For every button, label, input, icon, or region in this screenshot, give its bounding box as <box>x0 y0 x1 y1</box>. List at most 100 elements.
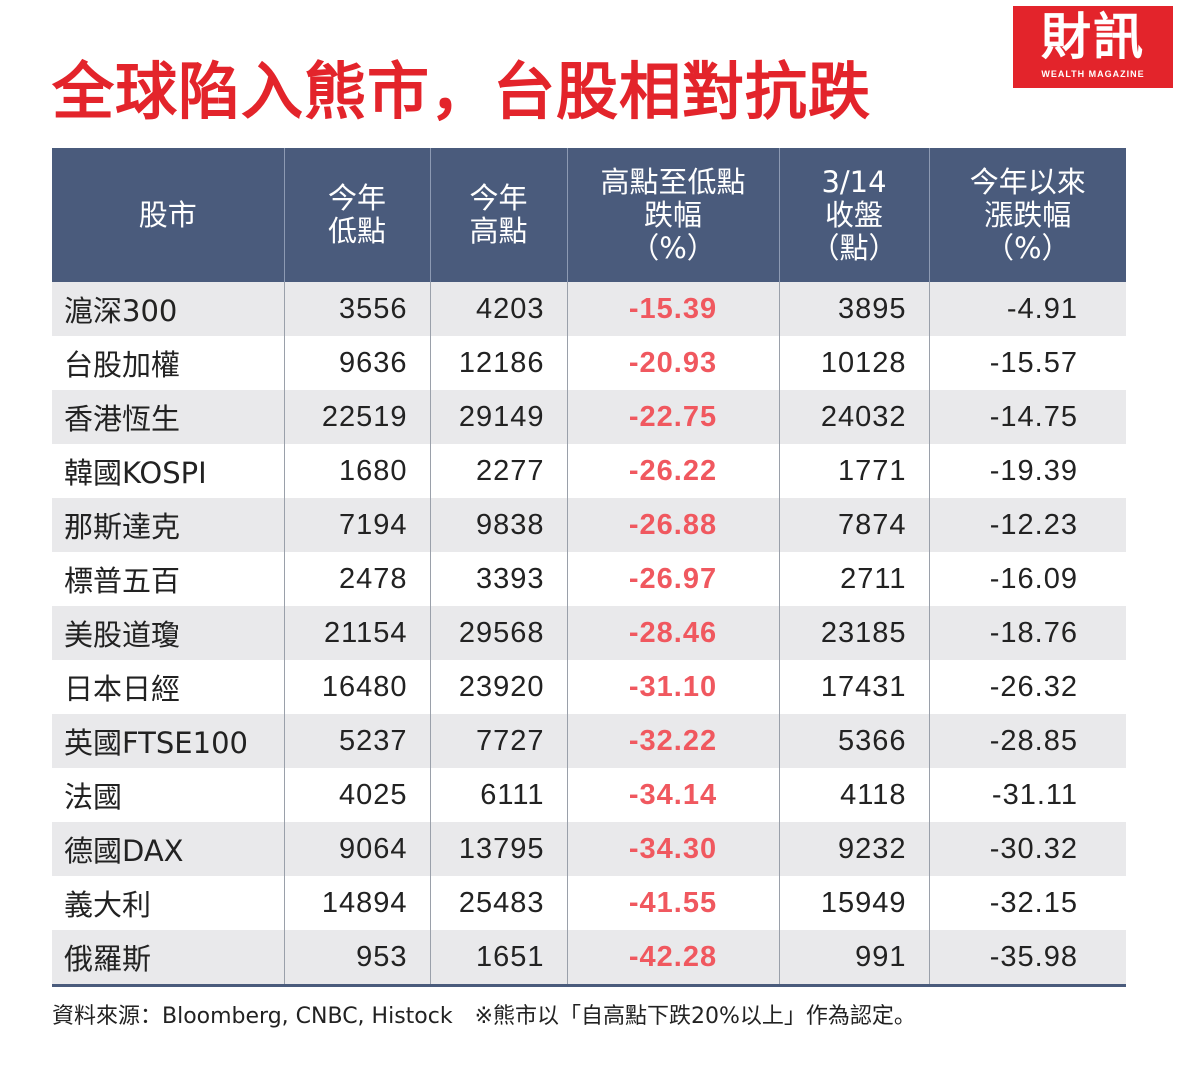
header-line: 今年 <box>327 181 386 215</box>
cell-low: 9636 <box>283 336 430 390</box>
header-line: 跌幅 <box>643 197 702 232</box>
cell-drop: -26.22 <box>566 444 779 498</box>
header-line: （%） <box>984 230 1071 265</box>
cell-high: 9838 <box>429 498 567 552</box>
cell-high: 2277 <box>429 444 567 498</box>
cell-ytd: -35.98 <box>928 930 1126 987</box>
header-line: 股市 <box>138 197 197 232</box>
cell-close: 5366 <box>778 714 929 768</box>
cell-market: 香港恆生 <box>52 390 284 444</box>
cell-market: 德國DAX <box>52 822 284 876</box>
table-row: 台股加權 9636 12186 -20.93 10128 -15.57 <box>52 336 1126 390</box>
cell-ytd: -19.39 <box>928 444 1126 498</box>
cell-low: 14894 <box>283 876 430 930</box>
table-row: 滬深300 3556 4203 -15.39 3895 -4.91 <box>52 282 1126 336</box>
cell-market: 台股加權 <box>64 348 181 382</box>
table-body: 滬深300 3556 4203 -15.39 3895 -4.91 台股加權 9636 1218… <box>52 282 1126 987</box>
cell-market: 標普五百 <box>64 564 181 598</box>
table-header-row: 股市 今年 低點 今年 高點 高點至低點 跌幅 （%） 3/14 收盤 （點） … <box>52 148 1126 282</box>
cell-ytd: -32.15 <box>928 876 1126 930</box>
cell-high: 25483 <box>429 876 567 930</box>
cell-drop: -28.46 <box>566 606 779 660</box>
cell-low: 2478 <box>283 552 430 606</box>
cell-drop: -22.75 <box>566 390 779 444</box>
header-line: 今年 <box>469 181 528 215</box>
footer-note: 資料來源：Bloomberg, CNBC, Histock ※熊市以「自高點下跌2… <box>52 998 916 1030</box>
cell-low: 4025 <box>283 768 430 822</box>
cell-drop: -26.88 <box>566 498 779 552</box>
market-table: 股市 今年 低點 今年 高點 高點至低點 跌幅 （%） 3/14 收盤 （點） … <box>52 148 1126 987</box>
cell-close: 3895 <box>778 282 929 336</box>
cell-low: 16480 <box>283 660 430 714</box>
header-line: （%） <box>630 230 716 265</box>
cell-market: 那斯達克 <box>52 498 284 552</box>
cell-high: 1651 <box>429 930 567 987</box>
table-row: 標普五百 2478 3393 -26.97 2711 -16.09 <box>52 552 1126 606</box>
header-line: 今年以來 <box>969 164 1086 199</box>
cell-drop: -42.28 <box>566 930 779 987</box>
header-line: 漲跌幅 <box>984 197 1072 232</box>
cell-low: 3556 <box>283 282 430 336</box>
cell-market: 義大利 <box>64 888 152 922</box>
table-row: 義大利 14894 25483 -41.55 15949 -32.15 <box>52 876 1126 930</box>
cell-ytd: -16.09 <box>928 552 1126 606</box>
cell-drop: -34.30 <box>566 822 779 876</box>
cell-low: 1680 <box>283 444 430 498</box>
cell-ytd: -30.32 <box>928 822 1126 876</box>
cell-market: 滬深300 <box>52 282 284 336</box>
table-row: 美股道瓊 21154 29568 -28.46 23185 -18.76 <box>52 606 1126 660</box>
table-row: 德國DAX 9064 13795 -34.30 9232 -30.32 <box>52 822 1126 876</box>
cell-low: 5237 <box>283 714 430 768</box>
header-line: 3/14 <box>821 164 887 199</box>
logo-main-text: 財訊 <box>1041 7 1145 66</box>
brand-logo: 財訊 WEALTH MAGAZINE <box>1013 6 1173 88</box>
cell-market: 日本日經 <box>64 672 181 706</box>
cell-close: 10128 <box>778 336 929 390</box>
cell-close: 991 <box>778 930 929 987</box>
table-row: 韓國KOSPI 1680 2277 -26.22 1771 -19.39 <box>52 444 1126 498</box>
cell-high: 4203 <box>429 282 567 336</box>
cell-drop: -20.93 <box>566 336 779 390</box>
cell-ytd: -18.76 <box>928 606 1126 660</box>
cell-drop: -41.55 <box>566 876 779 930</box>
footer-source: 資料來源：Bloomberg, CNBC, Histock <box>52 1004 453 1029</box>
cell-close: 4118 <box>778 768 929 822</box>
cell-drop: -32.22 <box>566 714 779 768</box>
cell-drop: -26.97 <box>566 552 779 606</box>
cell-high: 29149 <box>429 390 567 444</box>
header-line: 高點至低點 <box>600 164 746 199</box>
cell-ytd: -28.85 <box>928 714 1126 768</box>
table-row: 俄羅斯 953 1651 -42.28 991 -35.98 <box>52 930 1126 987</box>
cell-high: 29568 <box>429 606 567 660</box>
cell-market: 韓國KOSPI <box>64 456 207 490</box>
table-row: 法國 4025 6111 -34.14 4118 -31.11 <box>52 768 1126 822</box>
cell-ytd: -15.57 <box>928 336 1126 390</box>
cell-low: 953 <box>283 930 430 987</box>
cell-ytd: -12.23 <box>928 498 1126 552</box>
cell-close: 23185 <box>778 606 929 660</box>
cell-ytd: -31.11 <box>928 768 1126 822</box>
cell-high: 6111 <box>429 768 567 822</box>
header-line: 收盤 <box>824 197 883 232</box>
cell-market: 俄羅斯 <box>52 930 284 987</box>
cell-low: 7194 <box>283 498 430 552</box>
table-row: 英國FTSE100 5237 7727 -32.22 5366 -28.85 <box>52 714 1126 768</box>
header-high: 今年 高點 <box>429 148 567 282</box>
table-row: 日本日經 16480 23920 -31.10 17431 -26.32 <box>52 660 1126 714</box>
cell-ytd: -26.32 <box>928 660 1126 714</box>
footer-definition: ※熊市以「自高點下跌20%以上」作為認定。 <box>474 1004 916 1029</box>
cell-high: 3393 <box>429 552 567 606</box>
cell-close: 24032 <box>778 390 929 444</box>
cell-ytd: -4.91 <box>928 282 1126 336</box>
cell-high: 12186 <box>429 336 567 390</box>
table-row: 那斯達克 7194 9838 -26.88 7874 -12.23 <box>52 498 1126 552</box>
cell-close: 2711 <box>778 552 929 606</box>
header-drop: 高點至低點 跌幅 （%） <box>566 148 779 282</box>
cell-drop: -15.39 <box>566 282 779 336</box>
cell-low: 22519 <box>283 390 430 444</box>
cell-market: 美股道瓊 <box>52 606 284 660</box>
cell-market: 法國 <box>64 780 123 814</box>
cell-high: 23920 <box>429 660 567 714</box>
cell-close: 15949 <box>778 876 929 930</box>
header-low: 今年 低點 <box>283 148 430 282</box>
